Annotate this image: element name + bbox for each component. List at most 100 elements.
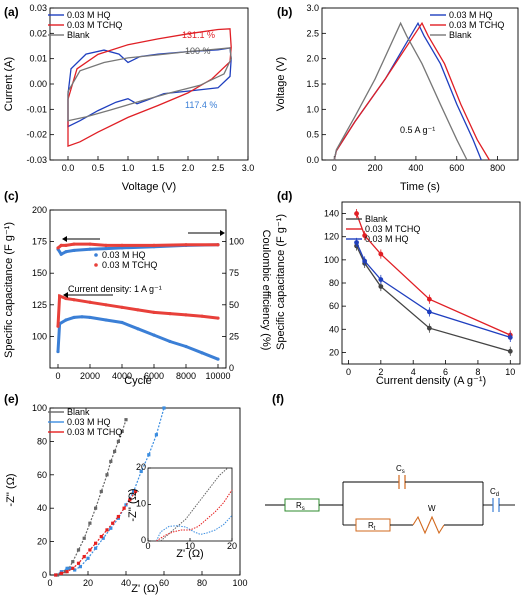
x-tick-label: 1.5 — [152, 163, 165, 173]
panel-a: (a) 0.0 0.5 1.0 1.5 2.0 2.5 3.0 -0.03 -0.02 -0.01 0… — [3, 3, 254, 193]
y-tick-label: 0.5 — [306, 130, 319, 140]
y-tick-label: 1.0 — [306, 104, 319, 114]
data-point — [64, 296, 68, 301]
data-point — [120, 246, 124, 250]
data-point — [152, 333, 156, 337]
y-tick-label: 120 — [324, 232, 339, 242]
warburg-element — [412, 515, 445, 535]
data-point — [88, 548, 92, 552]
x-tick-label: 800 — [490, 163, 505, 173]
y-tick-label: 0.02 — [29, 28, 47, 38]
y-axis-label: Voltage (V) — [275, 57, 287, 111]
data-point — [105, 473, 109, 477]
data-point — [162, 406, 166, 410]
inset-x-axis-label: Z' (Ω) — [176, 548, 203, 560]
y-tick-label: 200 — [32, 205, 47, 215]
x-tick-label: 0 — [55, 371, 60, 381]
data-point — [216, 357, 220, 361]
y2-tick-label: 75 — [229, 268, 239, 278]
x-axis-label: Current density (A g⁻¹) — [376, 375, 486, 387]
y-tick-label: 150 — [32, 268, 47, 278]
y2-axis-label: Coulombic efficiency (%) — [260, 230, 272, 351]
data-point — [88, 247, 92, 251]
y-tick-label: 20 — [37, 537, 47, 547]
x-axis-label: Voltage (V) — [122, 181, 176, 193]
x-tick-label: 0 — [47, 578, 52, 588]
inset-y-axis-label: -Z'' (Ω) — [127, 488, 139, 521]
data-point — [122, 506, 126, 510]
y2-tick-label: 0 — [229, 363, 234, 373]
rt-label: Rt — [368, 521, 376, 532]
data-point — [88, 242, 92, 246]
data-point — [80, 315, 84, 319]
series-line — [56, 315, 219, 361]
inset-x-tick-label: 10 — [185, 541, 195, 551]
data-point — [72, 315, 76, 320]
data-point — [104, 318, 108, 322]
data-point — [128, 498, 132, 502]
data-point — [152, 243, 156, 247]
data-point — [124, 503, 128, 507]
x-tick-label: 2000 — [80, 371, 100, 381]
legend-entry: 0.03 M HQ — [102, 250, 146, 260]
series-line — [57, 419, 127, 576]
panel-d: (d) 0 2 4 6 8 10 20 40 60 80 100 120 140 Current densi… — [275, 189, 521, 387]
x-tick-label: 10000 — [205, 371, 230, 381]
data-point — [136, 327, 140, 331]
y-tick-label: -0.01 — [26, 104, 47, 114]
data-point — [168, 339, 172, 344]
x-axis-label: Z' (Ω) — [131, 583, 158, 595]
data-point — [54, 573, 58, 577]
arrowhead — [220, 230, 225, 236]
panel-label: (d) — [277, 189, 292, 203]
legend-entry: 0.03 M TCHQ — [67, 427, 122, 437]
x-tick-label: 0.0 — [62, 163, 75, 173]
y-tick-label: 80 — [37, 436, 47, 446]
data-point — [136, 308, 140, 312]
data-point — [71, 566, 75, 570]
y-tick-label: 0.03 — [29, 3, 47, 13]
y-tick-label: 0.01 — [29, 54, 47, 64]
series-line — [333, 21, 490, 161]
legend-entry: Blank — [67, 30, 90, 40]
x-tick-label: 3.0 — [242, 163, 255, 173]
data-point — [99, 534, 103, 539]
y-tick-label: 2.0 — [306, 54, 319, 64]
data-point — [216, 316, 220, 320]
x-tick-label: 0 — [332, 163, 337, 173]
x-tick-label: 8 — [475, 367, 480, 377]
annotation: Current density: 1 A g⁻¹ — [68, 284, 162, 294]
x-tick-label: 40 — [121, 578, 131, 588]
data-point — [200, 351, 204, 355]
y-tick-label: 80 — [329, 278, 339, 288]
arrowhead — [63, 292, 68, 298]
y-tick-label: 100 — [32, 403, 47, 413]
annotation: 100 % — [185, 46, 211, 56]
panel-label: (b) — [277, 5, 292, 19]
data-point — [152, 310, 156, 314]
inset-y-tick-label: 10 — [136, 499, 146, 509]
data-point — [109, 459, 113, 464]
data-point — [113, 449, 117, 454]
series-line — [57, 242, 218, 250]
panel-f-circuit: (f) Rs Cs Rt W Cd — [265, 392, 515, 535]
y-axis-label: Specific capacitance (F g⁻¹) — [3, 222, 15, 358]
y-tick-label: 60 — [329, 301, 339, 311]
data-point — [94, 506, 98, 510]
legend-entry: 0.03 M TCHQ — [449, 20, 504, 30]
panel-label: (a) — [4, 5, 19, 19]
y-axis-label: Specific capacitance (F g⁻¹) — [275, 214, 287, 350]
data-point — [139, 469, 143, 474]
data-point — [120, 305, 124, 309]
data-point — [63, 570, 67, 574]
data-point — [116, 439, 120, 443]
data-point — [216, 243, 220, 247]
inset-y-tick-label: 0 — [141, 535, 146, 545]
legend-entry: 0.03 M HQ — [67, 417, 111, 427]
legend-marker — [94, 263, 98, 267]
legend-entry: 0.03 M TCHQ — [102, 260, 157, 270]
series-line — [67, 28, 232, 148]
y-tick-label: 3.0 — [306, 3, 319, 13]
